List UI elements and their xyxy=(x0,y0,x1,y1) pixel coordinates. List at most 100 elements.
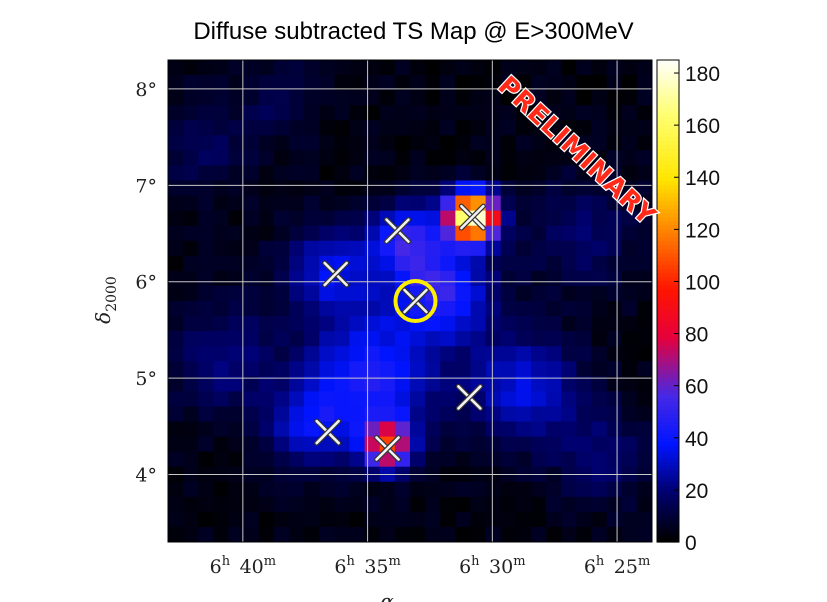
heatmap-cell xyxy=(561,120,577,136)
heatmap-cell xyxy=(606,346,623,362)
heatmap-cell xyxy=(258,526,275,542)
heatmap-cell xyxy=(470,511,487,528)
heatmap-cell xyxy=(334,391,351,408)
heatmap-cell xyxy=(500,436,517,453)
heatmap-cell xyxy=(546,270,562,287)
heatmap-cell xyxy=(606,270,623,287)
heatmap-cell xyxy=(379,331,396,347)
heatmap-cell xyxy=(213,391,230,408)
heatmap-cell xyxy=(349,301,366,317)
heatmap-cell xyxy=(334,165,351,182)
heatmap-cell xyxy=(349,150,366,167)
heatmap-cell xyxy=(304,496,320,513)
heatmap-cell xyxy=(243,165,260,182)
colorbar-segment xyxy=(657,296,679,302)
heatmap-cell xyxy=(591,270,608,287)
heatmap-cell xyxy=(606,301,623,317)
colorbar-segment xyxy=(657,284,679,290)
heatmap-cell xyxy=(198,436,214,453)
heatmap-cell xyxy=(410,135,426,151)
heatmap-cell xyxy=(349,285,366,302)
heatmap-cell xyxy=(304,75,320,91)
heatmap-cell xyxy=(425,165,441,182)
colorbar-tick-label: 140 xyxy=(685,167,720,190)
heatmap-cell xyxy=(591,511,608,528)
heatmap-cell xyxy=(198,391,214,408)
colorbar-segment xyxy=(657,537,679,543)
colorbar-segment xyxy=(657,441,679,447)
heatmap-cell xyxy=(636,421,652,438)
heatmap-cell xyxy=(228,511,245,528)
heatmap-cell xyxy=(425,75,441,91)
colorbar-segment xyxy=(657,240,679,246)
heatmap-cell xyxy=(379,90,396,106)
heatmap-cell xyxy=(546,135,562,151)
heatmap-cell xyxy=(379,240,396,257)
heatmap-cell xyxy=(455,451,472,468)
heatmap-cell xyxy=(334,60,351,76)
heatmap-cell xyxy=(621,120,638,136)
heatmap-cell xyxy=(591,165,608,182)
heatmap-cell xyxy=(500,316,517,332)
heatmap-cell xyxy=(425,511,441,528)
heatmap-cell xyxy=(561,316,577,332)
heatmap-cell xyxy=(364,225,381,242)
heatmap-cell xyxy=(304,60,320,76)
heatmap-cell xyxy=(621,270,638,287)
heatmap-cell xyxy=(364,361,381,377)
colorbar-segment xyxy=(657,529,679,535)
source-x-marker xyxy=(458,203,486,231)
colorbar-segment xyxy=(657,385,679,390)
heatmap-cell xyxy=(228,496,245,513)
heatmap-cell xyxy=(531,361,547,377)
heatmap-cell xyxy=(425,90,441,106)
heatmap-cell xyxy=(304,165,320,182)
heatmap-cell xyxy=(531,331,547,347)
heatmap-cell xyxy=(168,240,184,257)
heatmap-cell xyxy=(470,150,487,167)
heatmap-cell xyxy=(561,150,577,167)
heatmap-cell xyxy=(531,346,547,362)
heatmap-cell xyxy=(273,90,290,106)
heatmap-cell xyxy=(349,240,366,257)
heatmap-cell xyxy=(334,511,351,528)
heatmap-cell xyxy=(183,75,199,91)
heatmap-cell xyxy=(319,165,335,182)
colorbar-segment xyxy=(657,341,679,346)
source-x-marker xyxy=(314,418,342,446)
heatmap-cell xyxy=(379,195,396,212)
heatmap-cell xyxy=(228,90,245,106)
heatmap-cell xyxy=(228,270,245,287)
heatmap-cell xyxy=(515,180,532,197)
colorbar-tick-label: 20 xyxy=(685,480,708,503)
heatmap-cell xyxy=(364,120,381,136)
heatmap-cell xyxy=(561,195,577,212)
heatmap-cell xyxy=(531,75,547,91)
heatmap-cell xyxy=(213,255,230,272)
colorbar-segment xyxy=(657,140,679,145)
heatmap-cell xyxy=(515,421,532,438)
heatmap-cell xyxy=(273,270,290,287)
heatmap-cell xyxy=(425,526,441,542)
heatmap-cell xyxy=(410,496,426,513)
heatmap-cell xyxy=(198,406,214,423)
heatmap-cell xyxy=(531,481,547,498)
heatmap-cell xyxy=(349,255,366,272)
heatmap-cell xyxy=(213,195,230,212)
heatmap-cell xyxy=(198,120,214,136)
colorbar-segment xyxy=(657,104,679,109)
heatmap-cell xyxy=(500,60,517,76)
colorbar-segment xyxy=(657,120,679,125)
y-tick-label: 4° xyxy=(135,465,157,487)
heatmap-cell xyxy=(334,301,351,317)
heatmap-cell xyxy=(379,165,396,182)
heatmap-cell xyxy=(379,120,396,136)
heatmap-cell xyxy=(289,361,305,377)
heatmap-cell xyxy=(243,150,260,167)
heatmap-cell xyxy=(440,391,456,408)
heatmap-cell xyxy=(606,255,623,272)
heatmap-cell xyxy=(243,526,260,542)
heatmap-cell xyxy=(243,105,260,121)
heatmap-cell xyxy=(531,60,547,76)
heatmap-cell xyxy=(561,60,577,76)
